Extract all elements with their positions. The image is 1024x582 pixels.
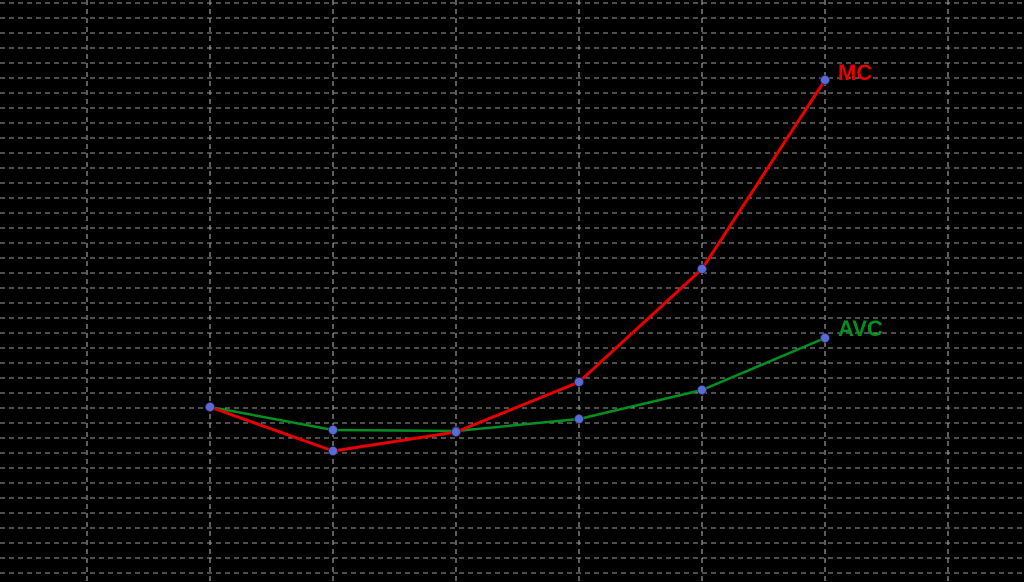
series-label-mc: MC bbox=[838, 60, 872, 85]
series-label-avc: AVC bbox=[838, 316, 883, 341]
series-marker-mc bbox=[452, 428, 461, 437]
series-marker-avc bbox=[329, 426, 338, 435]
chart-background bbox=[0, 0, 1024, 582]
series-marker-mc bbox=[206, 403, 215, 412]
series-marker-mc bbox=[821, 76, 830, 85]
series-marker-avc bbox=[575, 415, 584, 424]
cost-curves-chart: AVC MC bbox=[0, 0, 1024, 582]
series-marker-mc bbox=[698, 265, 707, 274]
series-marker-avc bbox=[821, 334, 830, 343]
chart-svg: AVC MC bbox=[0, 0, 1024, 582]
series-marker-mc bbox=[329, 447, 338, 456]
series-marker-mc bbox=[575, 378, 584, 387]
series-marker-avc bbox=[698, 386, 707, 395]
